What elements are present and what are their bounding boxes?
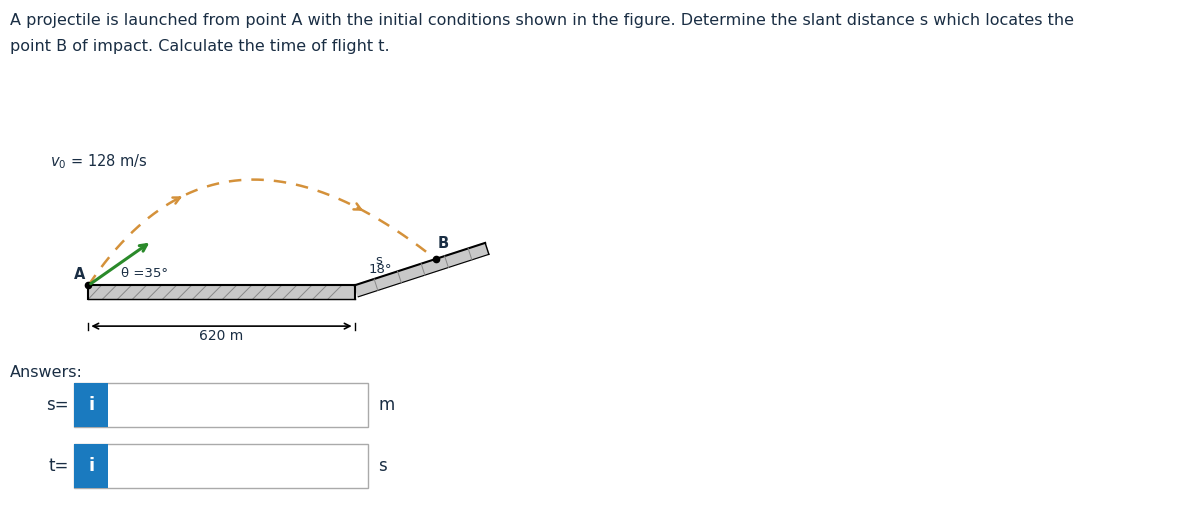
Polygon shape [89,285,354,299]
Text: A projectile is launched from point A with the initial conditions shown in the f: A projectile is launched from point A wi… [10,13,1074,28]
Text: Answers:: Answers: [10,365,83,380]
Text: 18°: 18° [368,263,391,276]
Text: 620 m: 620 m [199,329,244,343]
FancyBboxPatch shape [74,444,368,488]
Text: θ =35°: θ =35° [121,267,168,280]
FancyBboxPatch shape [74,383,108,427]
Polygon shape [354,243,488,297]
Text: i: i [89,396,95,414]
Text: s: s [378,457,386,475]
Text: B: B [438,236,449,251]
FancyBboxPatch shape [74,383,368,427]
Text: s: s [376,254,383,267]
Text: point B of impact. Calculate the time of flight t.: point B of impact. Calculate the time of… [10,39,389,54]
Text: $v_0$ = 128 m/s: $v_0$ = 128 m/s [49,152,148,171]
FancyBboxPatch shape [74,444,108,488]
Text: A: A [73,267,85,282]
Text: m: m [378,396,395,414]
Text: i: i [89,457,95,475]
Text: s=: s= [46,396,68,414]
Text: t=: t= [48,457,68,475]
